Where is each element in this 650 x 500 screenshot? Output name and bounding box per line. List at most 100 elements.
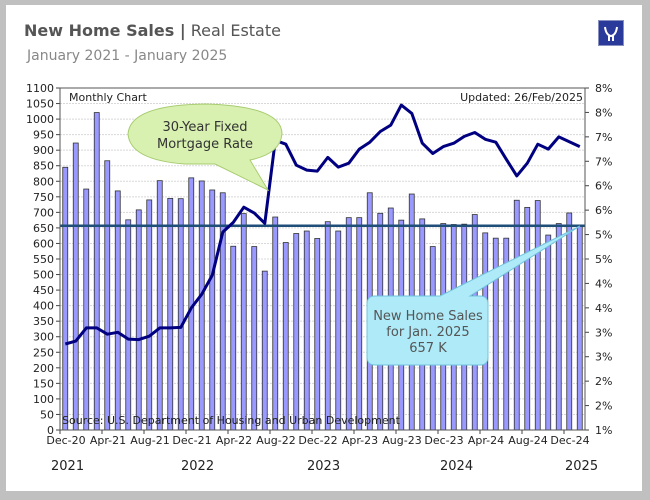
rate-callout-line2: Mortgage Rate bbox=[157, 137, 253, 152]
y2-tick-label: 8% bbox=[595, 106, 612, 119]
page-subtitle: January 2021 - January 2025 bbox=[27, 48, 228, 64]
bar-Sep-22 bbox=[282, 242, 289, 431]
y2-tick-label: 4% bbox=[595, 277, 612, 290]
y-tick-label: 850 bbox=[33, 160, 54, 173]
x-tick-label: Dec-20 bbox=[46, 434, 85, 447]
bar-Jan-25 bbox=[576, 225, 583, 431]
x-tick-label: Apr-24 bbox=[468, 434, 504, 447]
sales-callout-line3: 657 K bbox=[409, 341, 447, 356]
bar-Mar-22 bbox=[219, 192, 226, 431]
bar-Sep-24 bbox=[534, 200, 541, 431]
y2-tick-label: 6% bbox=[595, 180, 612, 193]
bar-Dec-20 bbox=[62, 166, 69, 431]
rate-callout-line1: 30-Year Fixed bbox=[162, 120, 247, 135]
bar-Jul-21 bbox=[135, 209, 142, 431]
x-tick-label: Aug-22 bbox=[256, 434, 295, 447]
x-tick-label: Dec-21 bbox=[172, 434, 211, 447]
bar-Jan-22 bbox=[198, 180, 205, 431]
y2-tick-label: 3% bbox=[595, 326, 612, 339]
y-tick-label: 1000 bbox=[26, 113, 54, 126]
bar-Nov-22 bbox=[303, 230, 310, 431]
bar-Jan-23 bbox=[324, 221, 331, 431]
bar-Oct-22 bbox=[293, 233, 300, 431]
y-tick-label: 1050 bbox=[26, 98, 54, 111]
page-title: New Home Sales | Real Estate bbox=[24, 21, 281, 40]
y2-tick-label: 2% bbox=[595, 400, 612, 413]
y2-tick-label: 2% bbox=[595, 375, 612, 388]
y-tick-label: 900 bbox=[33, 144, 54, 157]
mortgage-rate-line bbox=[64, 103, 581, 346]
bar-Nov-21 bbox=[177, 198, 184, 431]
sales-callout-line1: New Home Sales bbox=[373, 309, 483, 324]
bar-Oct-21 bbox=[167, 197, 174, 431]
bar-Sep-21 bbox=[156, 180, 163, 431]
bar-Mar-21 bbox=[93, 112, 100, 431]
bar-Jan-21 bbox=[72, 142, 79, 431]
source-label: Source: U.S. Department of Housing and U… bbox=[62, 414, 401, 427]
x-tick-label: Dec-24 bbox=[550, 434, 589, 447]
bar-Jun-21 bbox=[125, 219, 132, 431]
y2-tick-label: 5% bbox=[595, 229, 612, 242]
bar-Jun-22 bbox=[251, 246, 258, 431]
bar-Jul-22 bbox=[261, 270, 268, 431]
x-tick-label: Dec-22 bbox=[298, 434, 337, 447]
sales-callout-line2: for Jan. 2025 bbox=[386, 325, 469, 340]
bar-Jul-24 bbox=[513, 199, 520, 431]
x-tick-label: Aug-21 bbox=[130, 434, 169, 447]
y-tick-label: 600 bbox=[33, 237, 54, 250]
rate-callout: 30-Year Fixed Mortgage Rate bbox=[127, 103, 283, 192]
bar-Dec-22 bbox=[314, 238, 321, 431]
bar-May-22 bbox=[240, 213, 247, 431]
bar-Oct-24 bbox=[545, 234, 552, 431]
y-tick-label: 800 bbox=[33, 175, 54, 188]
y-tick-label: 200 bbox=[33, 362, 54, 375]
y-tick-label: 400 bbox=[33, 300, 54, 313]
x-tick-label: Aug-23 bbox=[382, 434, 421, 447]
chart-label-left: Monthly Chart bbox=[69, 91, 147, 104]
bar-Aug-21 bbox=[146, 199, 153, 431]
bar-Apr-22 bbox=[230, 245, 237, 431]
bar-Mar-23 bbox=[345, 217, 352, 431]
x-tick-label: Apr-23 bbox=[342, 434, 378, 447]
year-label: 2021 bbox=[51, 459, 84, 474]
bar-Dec-24 bbox=[566, 212, 573, 431]
y-tick-label: 500 bbox=[33, 269, 54, 282]
year-label: 2022 bbox=[181, 459, 214, 474]
bar-Aug-22 bbox=[272, 216, 279, 431]
y2-tick-label: 6% bbox=[595, 204, 612, 217]
y-tick-label: 700 bbox=[33, 206, 54, 219]
y-tick-label: 50 bbox=[40, 408, 54, 421]
y-tick-label: 150 bbox=[33, 377, 54, 390]
y2-tick-label: 1% bbox=[595, 424, 612, 437]
y2-tick-label: 4% bbox=[595, 302, 612, 315]
year-label: 2024 bbox=[440, 459, 473, 474]
year-label: 2023 bbox=[307, 459, 340, 474]
chart-updated-label: Updated: 26/Feb/2025 bbox=[460, 91, 583, 104]
sales-callout: New Home Sales for Jan. 2025 657 K bbox=[366, 225, 581, 366]
bar-Nov-24 bbox=[555, 223, 562, 431]
y-tick-label: 0 bbox=[47, 424, 54, 437]
y2-tick-label: 7% bbox=[595, 155, 612, 168]
y-tick-label: 250 bbox=[33, 346, 54, 359]
x-tick-label: Apr-21 bbox=[90, 434, 126, 447]
y2-tick-label: 8% bbox=[595, 82, 612, 95]
bar-Apr-21 bbox=[104, 160, 111, 431]
plot-frame bbox=[59, 87, 586, 431]
y-tick-label: 450 bbox=[33, 284, 54, 297]
x-tick-label: Aug-24 bbox=[508, 434, 547, 447]
bar-Feb-23 bbox=[335, 230, 342, 431]
y-tick-label: 100 bbox=[33, 393, 54, 406]
y2-tick-label: 3% bbox=[595, 351, 612, 364]
x-tick-label: Dec-23 bbox=[424, 434, 463, 447]
y-tick-label: 1100 bbox=[26, 82, 54, 95]
y-tick-label: 750 bbox=[33, 191, 54, 204]
year-label: 2025 bbox=[565, 459, 598, 474]
y-tick-label: 550 bbox=[33, 253, 54, 266]
y2-tick-label: 7% bbox=[595, 131, 612, 144]
y-tick-label: 350 bbox=[33, 315, 54, 328]
bull-logo-icon bbox=[598, 20, 624, 46]
x-tick-label: Apr-22 bbox=[216, 434, 252, 447]
bar-Aug-24 bbox=[524, 206, 531, 431]
y-tick-label: 650 bbox=[33, 222, 54, 235]
